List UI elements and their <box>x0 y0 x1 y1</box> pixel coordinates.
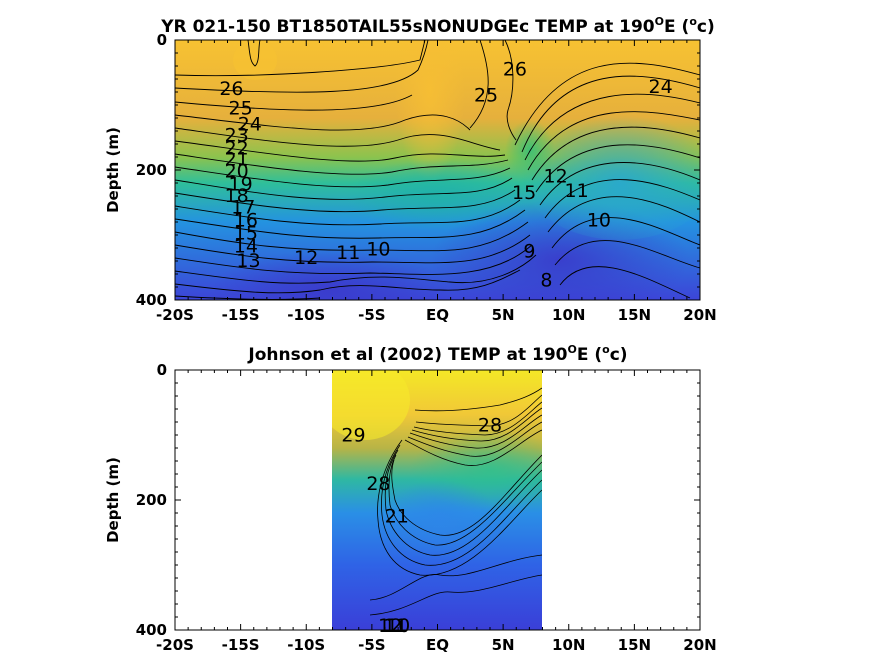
panel-1: YR 021-150 BT1850TAIL55sNONUDGEc TEMP at… <box>104 15 717 324</box>
contour-label: 24 <box>649 76 673 98</box>
panel-2-title-unit-open: E ( <box>577 345 602 365</box>
contour-label: 29 <box>341 424 365 446</box>
panel-1-title-unit-open: E ( <box>664 17 689 37</box>
y-tick-label: 400 <box>136 621 167 639</box>
panel-2-ylabel: Depth (m) <box>104 457 122 543</box>
contour-label: 26 <box>503 58 527 80</box>
x-tick-label: 5N <box>492 636 515 654</box>
contour-label: 15 <box>512 182 536 204</box>
panel-2-field <box>332 370 542 630</box>
contour-label: 11 <box>383 615 407 637</box>
x-tick-label: -5S <box>358 636 385 654</box>
x-tick-label: 20N <box>683 306 716 324</box>
contour-label: 22 <box>225 138 249 160</box>
contour-label: 8 <box>540 270 552 292</box>
contour-label: 10 <box>386 615 410 637</box>
x-tick-label: -10S <box>287 306 325 324</box>
contour-label: 21 <box>385 506 409 528</box>
contour-label: 21 <box>225 149 249 171</box>
panel-1-x-ticks: -20S -15S -10S -5S EQ 5N 10N 15N 20N <box>156 40 717 324</box>
x-tick-label: -15S <box>222 636 260 654</box>
x-tick-label: 15N <box>618 306 651 324</box>
x-tick-label: 10N <box>552 636 585 654</box>
contour-label: 16 <box>234 210 258 232</box>
x-tick-label: 15N <box>618 636 651 654</box>
contour-label: 11 <box>336 242 360 264</box>
panel-2-title-sup: O <box>568 343 577 356</box>
panel-1-title-unit-close: c) <box>697 17 715 37</box>
panel-1-ylabel: Depth (m) <box>104 127 122 213</box>
x-tick-label: 10N <box>552 306 585 324</box>
x-tick-label: -5S <box>358 306 385 324</box>
y-tick-label: 0 <box>157 361 167 379</box>
contour-label: 25 <box>474 84 498 106</box>
panel-2-title-unit-close: c) <box>610 345 628 365</box>
x-tick-label: EQ <box>426 306 449 324</box>
contour-label: 24 <box>238 114 262 136</box>
contour-label: 28 <box>366 473 390 495</box>
panel-2-title-main: Johnson et al (2002) TEMP at 190 <box>247 345 567 365</box>
panel-2: Johnson et al (2002) TEMP at 190OE (oc) <box>104 343 717 654</box>
panel-2-x-ticks: -20S -15S -10S -5S EQ 5N 10N 15N 20N <box>156 370 717 654</box>
contour-label: 20 <box>225 160 249 182</box>
x-tick-label: -20S <box>156 306 194 324</box>
contour-label: 25 <box>229 97 253 119</box>
x-tick-label: -15S <box>222 306 260 324</box>
panel-1-field <box>175 40 700 300</box>
contour-label: 19 <box>229 173 253 195</box>
contour-label: 10 <box>366 238 390 260</box>
panel-2-y-ticks: 0 200 400 <box>136 361 700 639</box>
panel-1-title-sup: O <box>655 15 664 28</box>
x-tick-label: 5N <box>492 306 515 324</box>
contour-label: 18 <box>225 185 249 207</box>
panel-1-title: YR 021-150 BT1850TAIL55sNONUDGEc TEMP at… <box>160 15 714 37</box>
x-tick-label: -20S <box>156 636 194 654</box>
x-tick-label: EQ <box>426 636 449 654</box>
contour-label: 13 <box>236 250 260 272</box>
panel-1-title-main: YR 021-150 BT1850TAIL55sNONUDGEc TEMP at… <box>160 17 655 37</box>
contour-label: 17 <box>231 197 255 219</box>
y-tick-label: 200 <box>136 161 167 179</box>
panel-2-contours <box>369 387 542 616</box>
y-tick-label: 200 <box>136 491 167 509</box>
y-tick-label: 0 <box>157 31 167 49</box>
panel-1-y-ticks: 0 200 400 <box>136 31 700 309</box>
contour-label: 15 <box>234 223 258 245</box>
y-tick-label: 400 <box>136 291 167 309</box>
contour-label: 9 <box>523 240 535 262</box>
contour-label: 26 <box>219 78 243 100</box>
contour-label: 12 <box>378 615 402 637</box>
x-tick-label: -10S <box>287 636 325 654</box>
panel-1-contours <box>175 40 700 300</box>
contour-label: 14 <box>234 236 258 258</box>
panel-2-title: Johnson et al (2002) TEMP at 190OE (oc) <box>247 343 627 365</box>
contour-label: 28 <box>478 415 502 437</box>
contour-label: 12 <box>294 247 318 269</box>
panel-1-title-unit-sup: o <box>689 15 697 28</box>
panel-2-title-unit-sup: o <box>602 343 610 356</box>
x-tick-label: 20N <box>683 636 716 654</box>
contour-label: 23 <box>225 125 249 147</box>
contour-label: 10 <box>587 210 611 232</box>
contour-label: 11 <box>565 180 589 202</box>
contour-label: 12 <box>544 166 568 188</box>
